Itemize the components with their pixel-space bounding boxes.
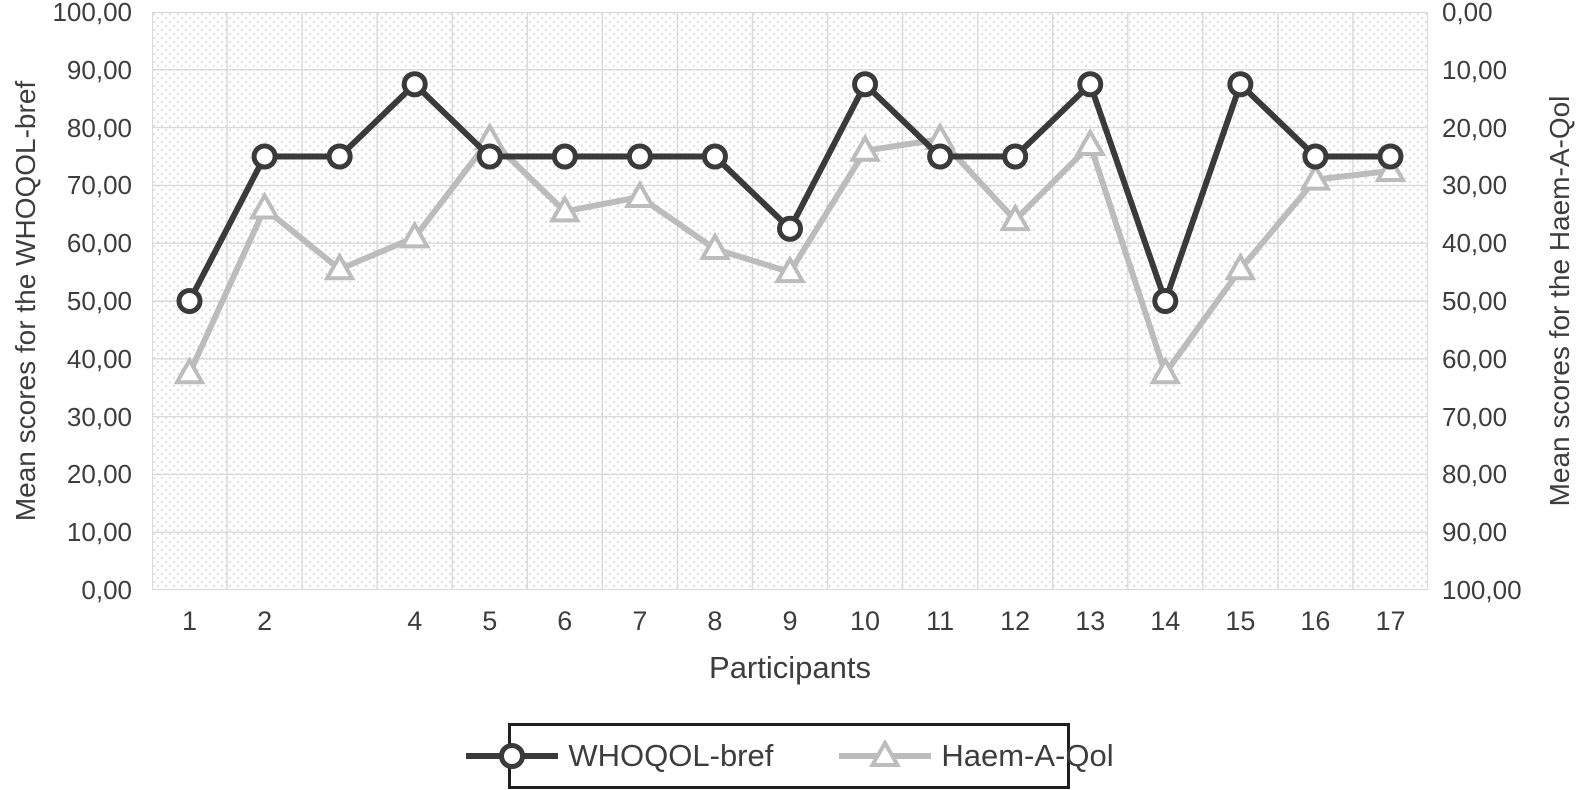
x-axis-tick-label: 17 [1375, 606, 1406, 636]
left-axis-tick-label: 50,00 [66, 286, 132, 316]
x-axis-tick-label: 9 [782, 606, 798, 636]
data-point-marker [1299, 162, 1332, 191]
left-axis-tick-label: 70,00 [66, 170, 132, 201]
x-axis-tick-label: 16 [1300, 606, 1331, 636]
data-point-marker [326, 143, 353, 170]
data-point-marker [251, 143, 278, 170]
left-axis-tick-label: 100,00 [52, 0, 132, 27]
x-axis-tick-label: 15 [1225, 606, 1256, 636]
right-axis-tick-label: 70,00 [1442, 401, 1508, 432]
circle-marker-icon [466, 743, 559, 769]
right-axis-tick-label: 0,00 [1442, 0, 1493, 27]
data-point-marker [499, 743, 526, 769]
data-point-marker [999, 203, 1032, 232]
legend-label: WHOQOL-bref [568, 738, 774, 773]
data-point-marker [1074, 127, 1107, 156]
data-point-marker [1377, 143, 1404, 170]
right-axis-tick-label: 60,00 [1442, 343, 1508, 374]
right-axis-tick-label: 20,00 [1442, 112, 1508, 143]
data-point-marker [173, 356, 206, 385]
data-point-marker [1224, 252, 1257, 281]
data-point-marker [1227, 71, 1254, 98]
triangle-marker-icon [839, 740, 932, 767]
data-point-marker [777, 215, 803, 242]
data-point-marker [626, 143, 653, 170]
x-axis-tick-label: 6 [557, 606, 573, 636]
left-axis-tick-label: 10,00 [66, 517, 132, 548]
right-axis-tick-label: 100,00 [1442, 575, 1522, 605]
x-axis-tick-label: 8 [707, 606, 723, 636]
x-axis-tick-label: 7 [632, 606, 648, 636]
data-point-marker [176, 288, 203, 314]
legend-label: Haem-A-Qol [941, 738, 1114, 773]
data-point-marker [1152, 288, 1179, 314]
x-axis-title: Participants [709, 650, 871, 685]
data-point-marker [248, 191, 281, 220]
data-point-marker [1302, 143, 1329, 170]
data-point-marker [476, 143, 503, 170]
data-point-marker [869, 740, 902, 767]
data-point-marker [323, 252, 356, 281]
series-whoqol-bref [176, 71, 1404, 314]
data-point-marker [1077, 71, 1104, 98]
data-point-marker [701, 143, 728, 170]
x-axis-tick-label: 5 [482, 606, 498, 636]
x-axis-tick-label: 12 [1000, 606, 1031, 636]
x-axis-tick-label: 2 [257, 606, 273, 636]
data-point-marker [927, 143, 954, 170]
left-axis-tick-label: 0,00 [81, 575, 132, 605]
right-axis-tick-label: 10,00 [1442, 54, 1508, 85]
left-axis-tick-label: 90,00 [66, 54, 132, 85]
series-haem-a-qol [173, 122, 1407, 385]
legend-item-whoqol-bref: WHOQOL-bref [464, 738, 773, 774]
left-axis-tick-label: 80,00 [66, 112, 132, 143]
data-point-marker [551, 143, 578, 170]
x-axis-tick-label: 11 [926, 606, 955, 636]
data-point-marker [849, 133, 881, 162]
right-axis-tick-label: 40,00 [1442, 228, 1508, 259]
data-point-marker [699, 231, 731, 260]
left-axis-tick-label: 60,00 [66, 228, 132, 259]
data-point-marker [1002, 143, 1029, 170]
x-axis-tick-label: 10 [850, 606, 881, 636]
data-point-marker [623, 179, 656, 208]
data-point-marker [1149, 356, 1182, 385]
gridlines [152, 12, 1428, 590]
data-point-marker [852, 71, 879, 98]
plot-area [152, 12, 1428, 590]
x-axis-tick-label: 14 [1150, 606, 1181, 636]
left-axis-tick-label: 20,00 [66, 459, 132, 490]
legend-item-haem-a-qol: Haem-A-Qol [837, 738, 1114, 774]
data-point-marker [398, 220, 431, 249]
x-axis-tick-label [305, 606, 375, 636]
right-axis-tick-label: 80,00 [1442, 459, 1508, 490]
data-point-marker [548, 194, 581, 223]
legend: WHOQOL-bref Haem-A-Qol [466, 723, 1114, 789]
right-axis-tick-label: 50,00 [1442, 286, 1508, 316]
right-axis-tick-label: 30,00 [1442, 170, 1508, 201]
x-axis-tick-label: 4 [407, 606, 423, 636]
data-point-marker [774, 255, 806, 284]
x-axis-tick-label: 13 [1075, 606, 1106, 636]
data-point-marker [401, 71, 428, 98]
left-axis-tick-label: 30,00 [66, 401, 132, 432]
right-axis-tick-label: 90,00 [1442, 517, 1508, 548]
x-axis-tick-label: 1 [182, 606, 198, 636]
left-axis-tick-label: 40,00 [66, 343, 132, 374]
